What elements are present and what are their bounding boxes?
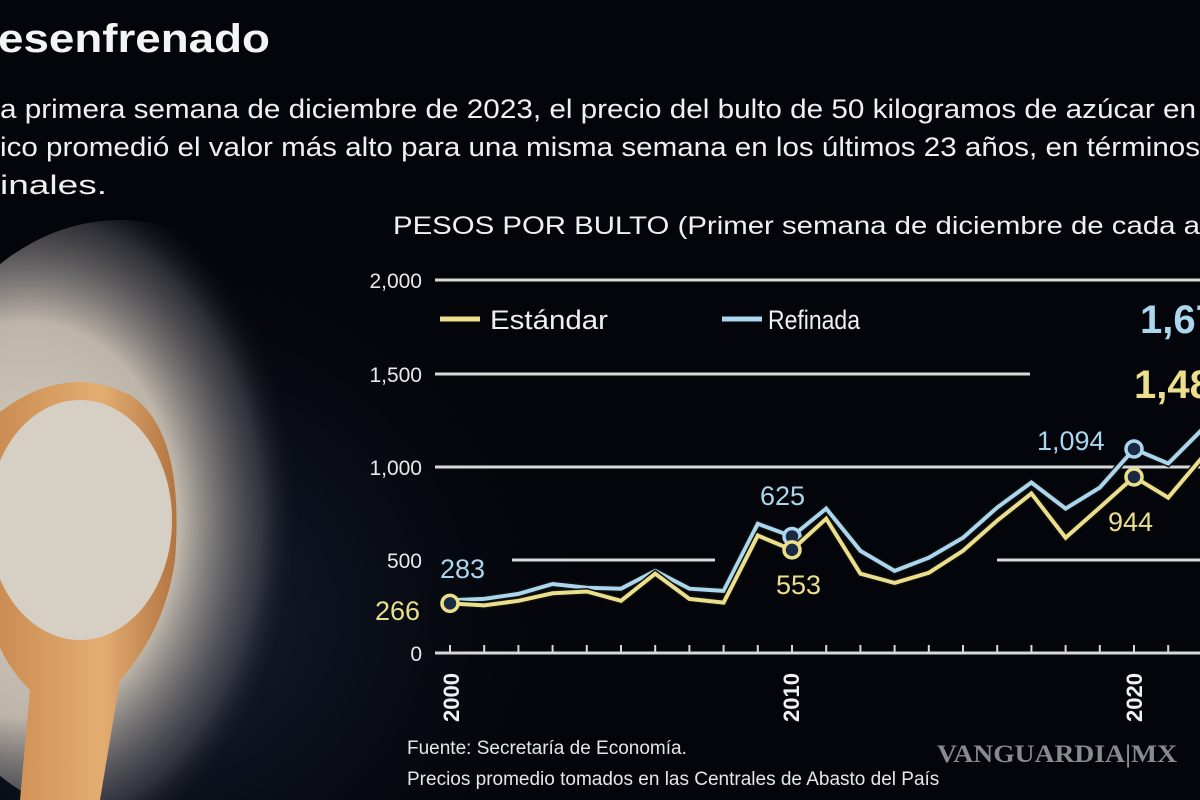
line-chart: PESOS POR BULTO (Primer semana de diciem… <box>369 212 1200 722</box>
series-line-estandar <box>449 456 1200 608</box>
data-label-estandar-2023: 1,486 <box>1134 363 1200 407</box>
data-labels: 283 266 625 553 1,094 944 1,672 1,486 <box>375 298 1200 626</box>
y-tick-label: 2,000 <box>369 270 422 293</box>
legend-label-refinada: Refinada <box>768 305 861 335</box>
note-text: Precios promedio tomados en las Centrale… <box>407 769 939 790</box>
y-tick-label: 0 <box>410 643 422 666</box>
x-tick-label: 2000 <box>439 673 464 722</box>
y-tick-label: 500 <box>387 550 422 573</box>
sugar-spoon-photo <box>0 220 350 800</box>
y-axis-labels: 2,000 1,500 1,000 500 0 <box>369 270 422 666</box>
data-label-refinada-2023: 1,672 <box>1140 298 1200 342</box>
spoon-sugar <box>0 400 172 640</box>
headline: esenfrenado <box>0 17 270 61</box>
data-point-estandar-2020 <box>1124 467 1144 487</box>
series-line-refinada <box>449 428 1200 603</box>
paragraph-line-3: inales. <box>0 170 107 200</box>
data-label-estandar-2020: 944 <box>1108 507 1153 537</box>
data-point-refinada-2020 <box>1124 439 1144 459</box>
data-label-refinada-2000: 283 <box>440 554 485 584</box>
data-point-estandar-2010 <box>782 540 802 560</box>
y-tick-label: 1,500 <box>369 364 422 387</box>
gridlines <box>435 278 1200 655</box>
data-label-refinada-2020: 1,094 <box>1037 426 1105 456</box>
x-tick-label: 2010 <box>779 673 804 722</box>
data-label-refinada-2010: 625 <box>760 481 805 511</box>
data-label-estandar-2000: 266 <box>375 596 420 626</box>
data-point-estandar-2000 <box>440 593 460 614</box>
series-lines <box>440 425 1200 614</box>
y-tick-label: 1,000 <box>369 457 422 480</box>
x-axis-labels: 2000 2010 2020 <box>439 673 1147 722</box>
paragraph-line-1: a primera semana de diciembre de 2023, e… <box>0 94 1196 124</box>
paragraph-line-2: ico promedió el valor más alto para una … <box>0 132 1200 162</box>
x-axis-ticks <box>449 645 1170 653</box>
chart-title: PESOS POR BULTO (Primer semana de diciem… <box>393 212 1200 240</box>
data-label-estandar-2010: 553 <box>776 570 821 600</box>
source-text: Fuente: Secretaría de Economía. <box>407 738 687 759</box>
legend-label-estandar: Estándar <box>490 305 608 335</box>
legend: Estándar Refinada <box>440 305 861 335</box>
vanguardia-logo: VANGUARDIA|MX <box>937 741 1177 768</box>
x-tick-label: 2020 <box>1122 673 1147 722</box>
